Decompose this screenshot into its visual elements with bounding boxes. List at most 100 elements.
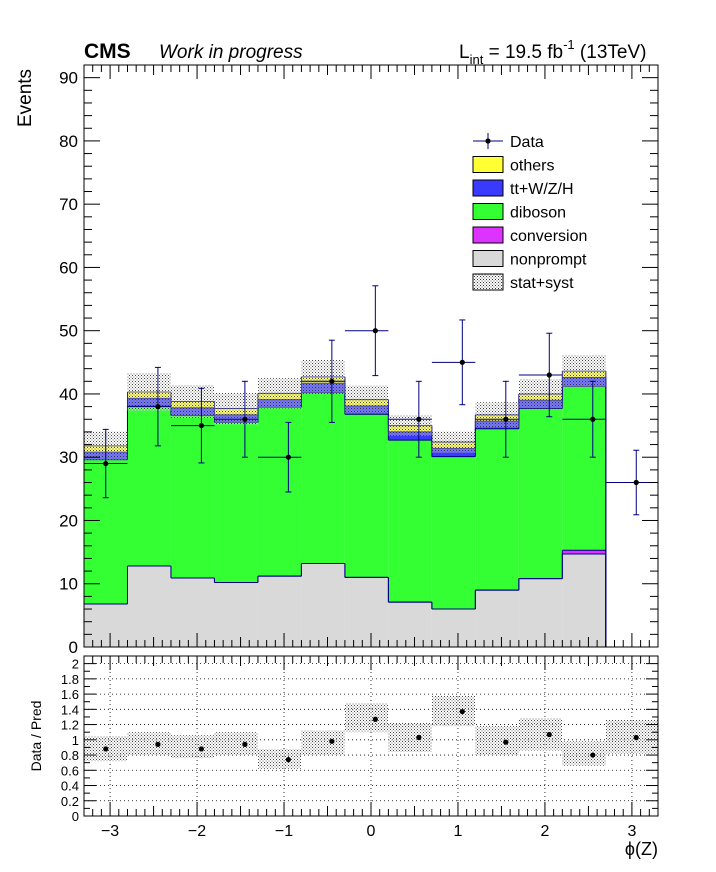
uncertainty-band: [431, 431, 476, 453]
x-tick-label: 1: [454, 823, 463, 840]
y-tick-label: 90: [59, 69, 78, 88]
ratio-y-tick-label: 0: [72, 809, 79, 824]
ratio-y-tick-label: 2: [72, 657, 79, 672]
ratio-band: [214, 732, 258, 756]
x-tick-label: 0: [367, 823, 376, 840]
ratio-y-tick-label: 0.8: [61, 748, 79, 763]
ratio-band: [475, 726, 519, 756]
ratio-point: [372, 716, 378, 722]
ratio-point: [242, 741, 248, 747]
data-point: [459, 359, 465, 365]
stack-bar-diboson: [170, 415, 215, 579]
ratio-band: [170, 735, 215, 759]
ratio-y-tick-label: 0.6: [61, 763, 79, 778]
uncertainty-band: [301, 359, 345, 394]
stack-bar-conversion: [562, 550, 606, 555]
uncertainty-band: [127, 373, 171, 412]
data-point: [155, 404, 161, 410]
y-tick-label: 40: [59, 385, 78, 404]
x-tick-label: 3: [627, 823, 636, 840]
data-point: [242, 416, 248, 422]
ratio-y-tick-label: 0.2: [61, 794, 79, 809]
data-point: [372, 328, 378, 334]
data-point: [503, 416, 509, 422]
stack-bar-nonprompt: [562, 554, 606, 647]
ratio-point: [329, 738, 335, 744]
uncertainty-band: [562, 355, 606, 387]
ratio-band: [562, 741, 606, 766]
y-tick-label: 10: [59, 575, 78, 594]
y-tick-label: 30: [59, 448, 78, 467]
stack-outline-conversion: [84, 549, 607, 647]
data-point: [590, 416, 596, 422]
data-point: [416, 416, 422, 422]
legend-swatch-tt+W/Z/H: [472, 179, 504, 197]
luminosity-label: Lint = 19.5 fb-1 (13TeV): [459, 37, 646, 67]
stack-bar-nonprompt: [301, 563, 345, 647]
stack-bar-nonprompt: [170, 578, 215, 647]
ratio-y-tick-label: 1.6: [61, 687, 79, 702]
ratio-point: [459, 709, 465, 715]
ratio-point: [633, 734, 639, 741]
y-tick-label: 60: [59, 258, 78, 277]
data-point: [633, 479, 639, 486]
ratio-point: [503, 739, 509, 745]
main-panel: 0 10 20 30 40 50 60 70 80 90 Events: [15, 64, 659, 657]
ratio-y-tick-label: 1.4: [61, 702, 79, 717]
ratio-band: [344, 703, 389, 733]
x-axis-label: ϕ(Z): [625, 839, 658, 859]
stack-bar-diboson: [257, 407, 302, 577]
legend-label: conversion: [510, 228, 587, 245]
ratio-point: [416, 734, 422, 741]
stack-bar-diboson: [388, 440, 432, 603]
uncertainty-band: [518, 379, 563, 409]
y-tick-label: 20: [59, 511, 78, 530]
legend-label: Data: [510, 134, 544, 151]
uncertainty-band: [257, 378, 302, 409]
ratio-point: [103, 746, 109, 752]
experiment-label: CMS: [84, 40, 131, 63]
uncertainty-band: [344, 385, 389, 414]
stack-bar-nonprompt: [84, 603, 128, 647]
stack-bar-diboson: [475, 428, 519, 591]
data-point: [546, 372, 552, 378]
stack-bar-nonprompt: [214, 582, 258, 647]
legend-label: tt+W/Z/H: [510, 181, 574, 198]
legend-swatch-stat-syst: [472, 273, 504, 291]
ratio-band: [257, 748, 302, 769]
stack-bar-diboson: [301, 392, 345, 564]
ratio-y-tick-label: 1.8: [61, 672, 79, 687]
ratio-point: [155, 741, 161, 747]
stack-bar-nonprompt: [518, 578, 563, 647]
stack-bar-nonprompt: [257, 576, 302, 647]
legend-swatch-others: [472, 156, 504, 173]
legend-label: others: [510, 158, 554, 175]
y-tick-label: 80: [59, 132, 78, 151]
x-tick-label: −1: [275, 823, 293, 840]
stack-bar-diboson: [562, 386, 606, 551]
y-tick-label: 0: [69, 638, 78, 657]
uncertainty-band: [388, 415, 432, 436]
x-tick-label: −3: [101, 823, 119, 840]
legend: Data others tt+W/Z/H diboson conversion nonpr…: [472, 133, 587, 292]
ratio-band: [518, 718, 563, 751]
legend-swatch-conversion: [472, 226, 504, 244]
ratio-point: [546, 731, 552, 738]
legend-label: stat+syst: [510, 275, 574, 292]
ratio-panel: 00.20.40.60.811.21.41.61.82 −3 −2 −1 0 1 2 3 D…: [28, 655, 659, 859]
ratio-band: [388, 723, 432, 752]
ratio-point: [198, 746, 205, 752]
stack-bar-nonprompt: [388, 602, 432, 647]
x-tick-label: 2: [540, 823, 549, 840]
data-point: [103, 460, 109, 467]
ratio-point: [590, 752, 596, 758]
stack-bar-nonprompt: [344, 577, 389, 647]
stack-bar-diboson: [518, 408, 563, 579]
status-label: Work in progress: [159, 42, 303, 63]
ratio-y-tick-label: 0.4: [61, 779, 79, 794]
data-point: [285, 454, 291, 460]
y-tick-label: 70: [59, 195, 78, 214]
uncertainty-band: [475, 402, 519, 428]
stack-bar-nonprompt: [431, 609, 476, 647]
